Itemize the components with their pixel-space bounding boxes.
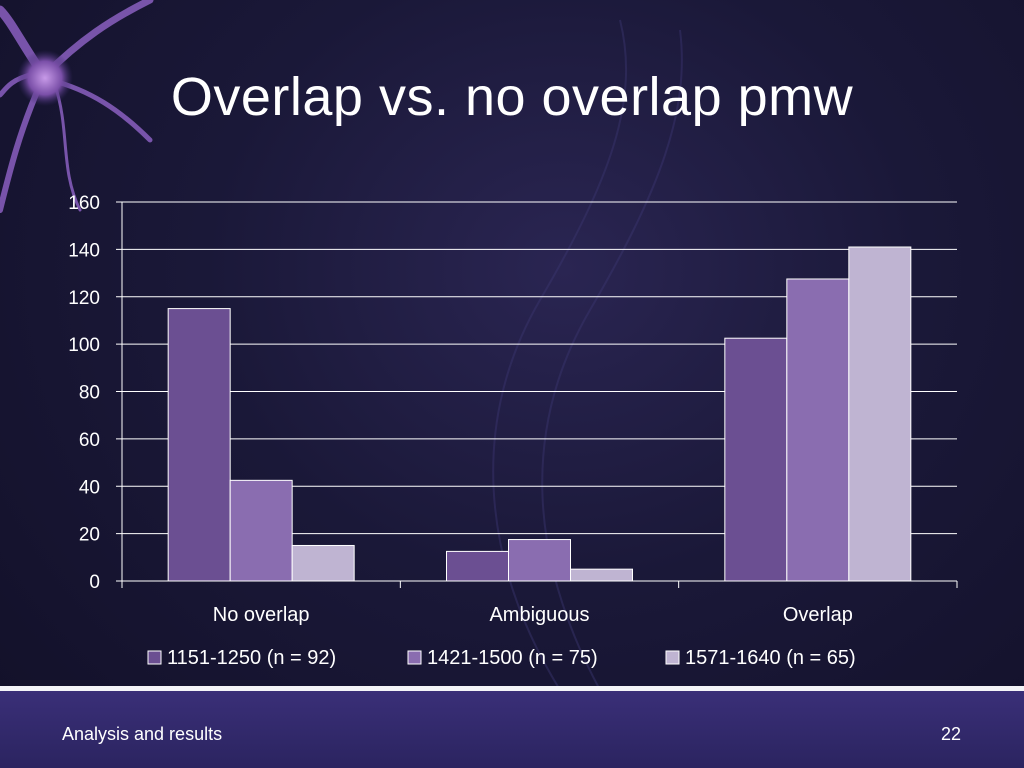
y-tick-label: 100: [68, 335, 100, 356]
footer-bar: [0, 691, 1024, 768]
legend-swatch: [407, 650, 422, 665]
category-label: No overlap: [213, 604, 310, 626]
y-tick-label: 60: [79, 430, 100, 451]
slide-title: Overlap vs. no overlap pmw: [170, 67, 854, 127]
bar: [229, 479, 293, 582]
bar: [446, 550, 509, 582]
bar: [508, 539, 571, 582]
bar: [570, 568, 633, 582]
y-tick-label: 120: [68, 288, 100, 309]
bar: [167, 308, 231, 582]
footer-divider: [0, 686, 1024, 691]
page-number: 22: [940, 724, 961, 744]
y-tick-label: 140: [68, 240, 100, 261]
bar: [291, 544, 355, 582]
y-tick-label: 20: [79, 525, 100, 546]
legend-swatch: [665, 650, 680, 665]
category-label: Overlap: [783, 604, 853, 626]
category-label: Ambiguous: [489, 604, 589, 626]
y-tick-label: 160: [68, 193, 100, 214]
legend-label: 1151-1250 (n = 92): [167, 647, 336, 669]
y-tick-label: 0: [89, 572, 100, 593]
legend-swatch: [147, 650, 162, 665]
bar-chart: 0 20 40 60 80 100 120 140 160 No overlap Ambiguous…: [68, 193, 912, 669]
y-tick-label: 80: [79, 383, 100, 404]
legend-label: 1421-1500 (n = 75): [427, 647, 598, 669]
bar: [786, 278, 850, 582]
legend-label: 1571-1640 (n = 65): [685, 647, 856, 669]
bar: [724, 337, 788, 582]
footer-text: Analysis and results: [62, 724, 223, 744]
bar: [848, 246, 912, 582]
y-tick-label: 40: [79, 477, 100, 498]
